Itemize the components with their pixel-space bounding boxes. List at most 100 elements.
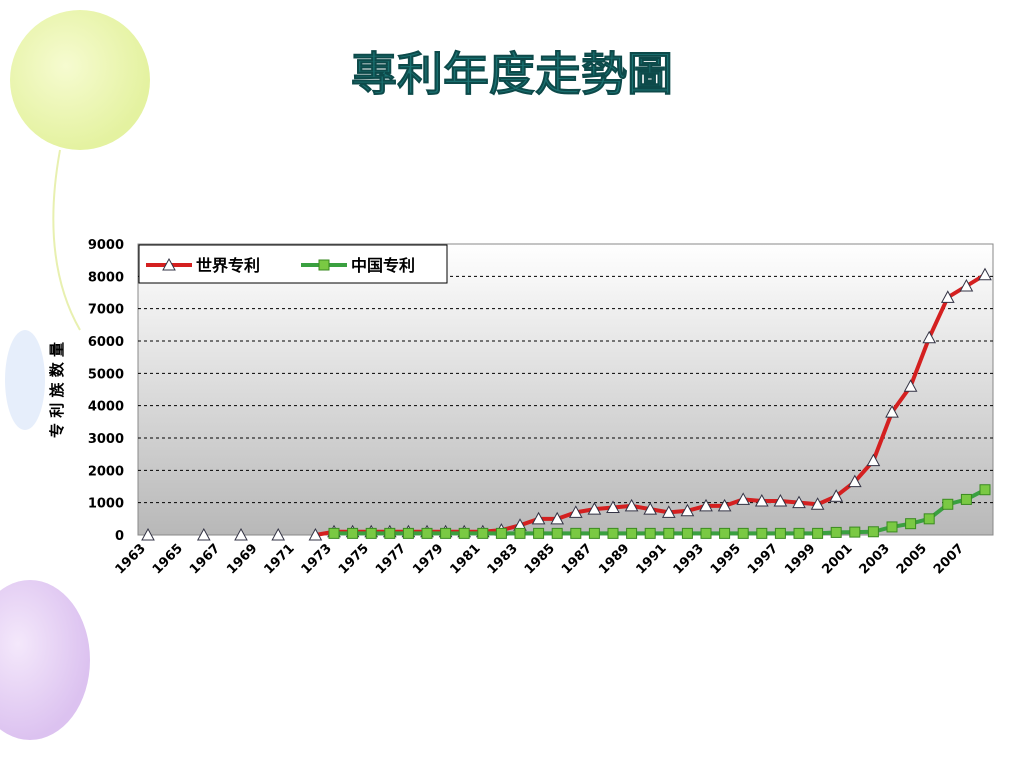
x-tick-label: 2005 bbox=[894, 541, 930, 577]
marker-square bbox=[737, 527, 749, 539]
marker-square bbox=[644, 527, 656, 539]
marker-square bbox=[793, 527, 805, 539]
marker-triangle bbox=[717, 498, 732, 512]
marker-square bbox=[533, 527, 545, 539]
marker-square bbox=[774, 527, 786, 539]
marker-triangle bbox=[847, 474, 862, 488]
marker-square bbox=[905, 518, 917, 530]
marker-triangle bbox=[624, 498, 639, 512]
x-tick-label: 1981 bbox=[447, 541, 483, 577]
marker-square bbox=[756, 527, 768, 539]
marker-triangle bbox=[643, 502, 658, 515]
marker-triangle bbox=[810, 497, 825, 510]
y-tick-label: 8000 bbox=[88, 270, 124, 285]
x-tick-label: 1971 bbox=[261, 541, 297, 577]
marker-square bbox=[663, 527, 675, 539]
balloon-string bbox=[52, 149, 81, 331]
marker-triangle bbox=[978, 267, 992, 281]
marker-square bbox=[812, 527, 824, 539]
x-tick-label: 2007 bbox=[931, 541, 967, 577]
x-tick-label: 1979 bbox=[410, 541, 446, 577]
y-axis-label: 专 利 族 数 量 bbox=[48, 342, 66, 438]
marker-square bbox=[923, 513, 935, 525]
y-tick-label: 0 bbox=[115, 529, 124, 544]
y-tick-label: 9000 bbox=[88, 238, 124, 253]
marker-triangle bbox=[699, 498, 713, 512]
marker-square bbox=[347, 527, 359, 539]
marker-square bbox=[960, 493, 972, 505]
x-tick-label: 1967 bbox=[187, 541, 223, 577]
marker-triangle bbox=[568, 505, 583, 518]
x-tick-label: 1987 bbox=[559, 541, 595, 577]
marker-square bbox=[681, 527, 693, 539]
x-tick-label: 1991 bbox=[633, 541, 669, 577]
x-tick-label: 1973 bbox=[299, 541, 335, 577]
balloon bbox=[10, 10, 150, 150]
marker-triangle bbox=[680, 503, 695, 517]
marker-triangle bbox=[940, 290, 955, 303]
marker-square bbox=[607, 527, 619, 539]
marker-triangle bbox=[736, 492, 751, 505]
legend-marker bbox=[162, 257, 176, 271]
marker-square bbox=[328, 527, 340, 539]
marker-square bbox=[849, 526, 861, 538]
legend-marker bbox=[318, 259, 330, 271]
y-tick-label: 2000 bbox=[88, 464, 124, 479]
legend-label: 中国专利 bbox=[351, 256, 415, 275]
marker-triangle bbox=[271, 527, 286, 541]
marker-triangle bbox=[531, 511, 546, 525]
x-tick-label: 1975 bbox=[336, 541, 372, 577]
marker-square bbox=[514, 527, 526, 539]
marker-square bbox=[570, 527, 582, 539]
marker-triangle bbox=[829, 489, 844, 502]
y-tick-label: 7000 bbox=[88, 303, 124, 318]
balloon bbox=[5, 330, 45, 430]
marker-triangle bbox=[308, 527, 323, 541]
marker-triangle bbox=[661, 505, 676, 518]
x-tick-label: 2003 bbox=[857, 541, 893, 577]
x-tick-label: 1999 bbox=[782, 541, 818, 577]
y-tick-label: 5000 bbox=[88, 367, 124, 382]
marker-triangle bbox=[903, 379, 918, 392]
x-tick-label: 1995 bbox=[708, 541, 744, 577]
x-tick-label: 1965 bbox=[150, 541, 186, 577]
marker-square bbox=[384, 527, 396, 539]
marker-square bbox=[365, 527, 377, 539]
y-tick-label: 1000 bbox=[88, 497, 124, 512]
x-tick-label: 1977 bbox=[373, 541, 409, 577]
marker-triangle bbox=[885, 405, 899, 418]
marker-triangle bbox=[922, 330, 937, 344]
marker-square bbox=[588, 527, 600, 539]
marker-triangle bbox=[792, 495, 806, 509]
marker-triangle bbox=[550, 511, 565, 525]
marker-square bbox=[830, 526, 842, 538]
y-tick-label: 6000 bbox=[88, 335, 124, 350]
marker-triangle bbox=[959, 278, 974, 292]
x-tick-label: 1983 bbox=[485, 541, 521, 577]
x-tick-label: 1969 bbox=[224, 541, 260, 577]
marker-square bbox=[458, 527, 470, 539]
x-tick-label: 1989 bbox=[596, 541, 632, 577]
marker-triangle bbox=[234, 527, 248, 541]
marker-square bbox=[867, 526, 879, 538]
marker-triangle bbox=[196, 527, 211, 541]
title: 專利年度走勢圖 bbox=[351, 47, 673, 101]
marker-square bbox=[942, 498, 954, 510]
marker-triangle bbox=[754, 494, 769, 507]
marker-square bbox=[440, 527, 452, 539]
x-tick-label: 1963 bbox=[113, 541, 149, 577]
marker-triangle bbox=[773, 494, 788, 507]
marker-triangle bbox=[866, 453, 881, 467]
marker-triangle bbox=[606, 500, 620, 514]
marker-square bbox=[886, 521, 898, 533]
marker-square bbox=[477, 527, 489, 539]
y-tick-label: 3000 bbox=[88, 432, 124, 447]
marker-triangle bbox=[141, 527, 155, 541]
x-tick-label: 1997 bbox=[745, 541, 781, 577]
marker-square bbox=[551, 527, 563, 539]
x-tick-label: 2001 bbox=[819, 541, 855, 577]
y-tick-label: 4000 bbox=[88, 400, 124, 415]
marker-square bbox=[979, 484, 991, 496]
